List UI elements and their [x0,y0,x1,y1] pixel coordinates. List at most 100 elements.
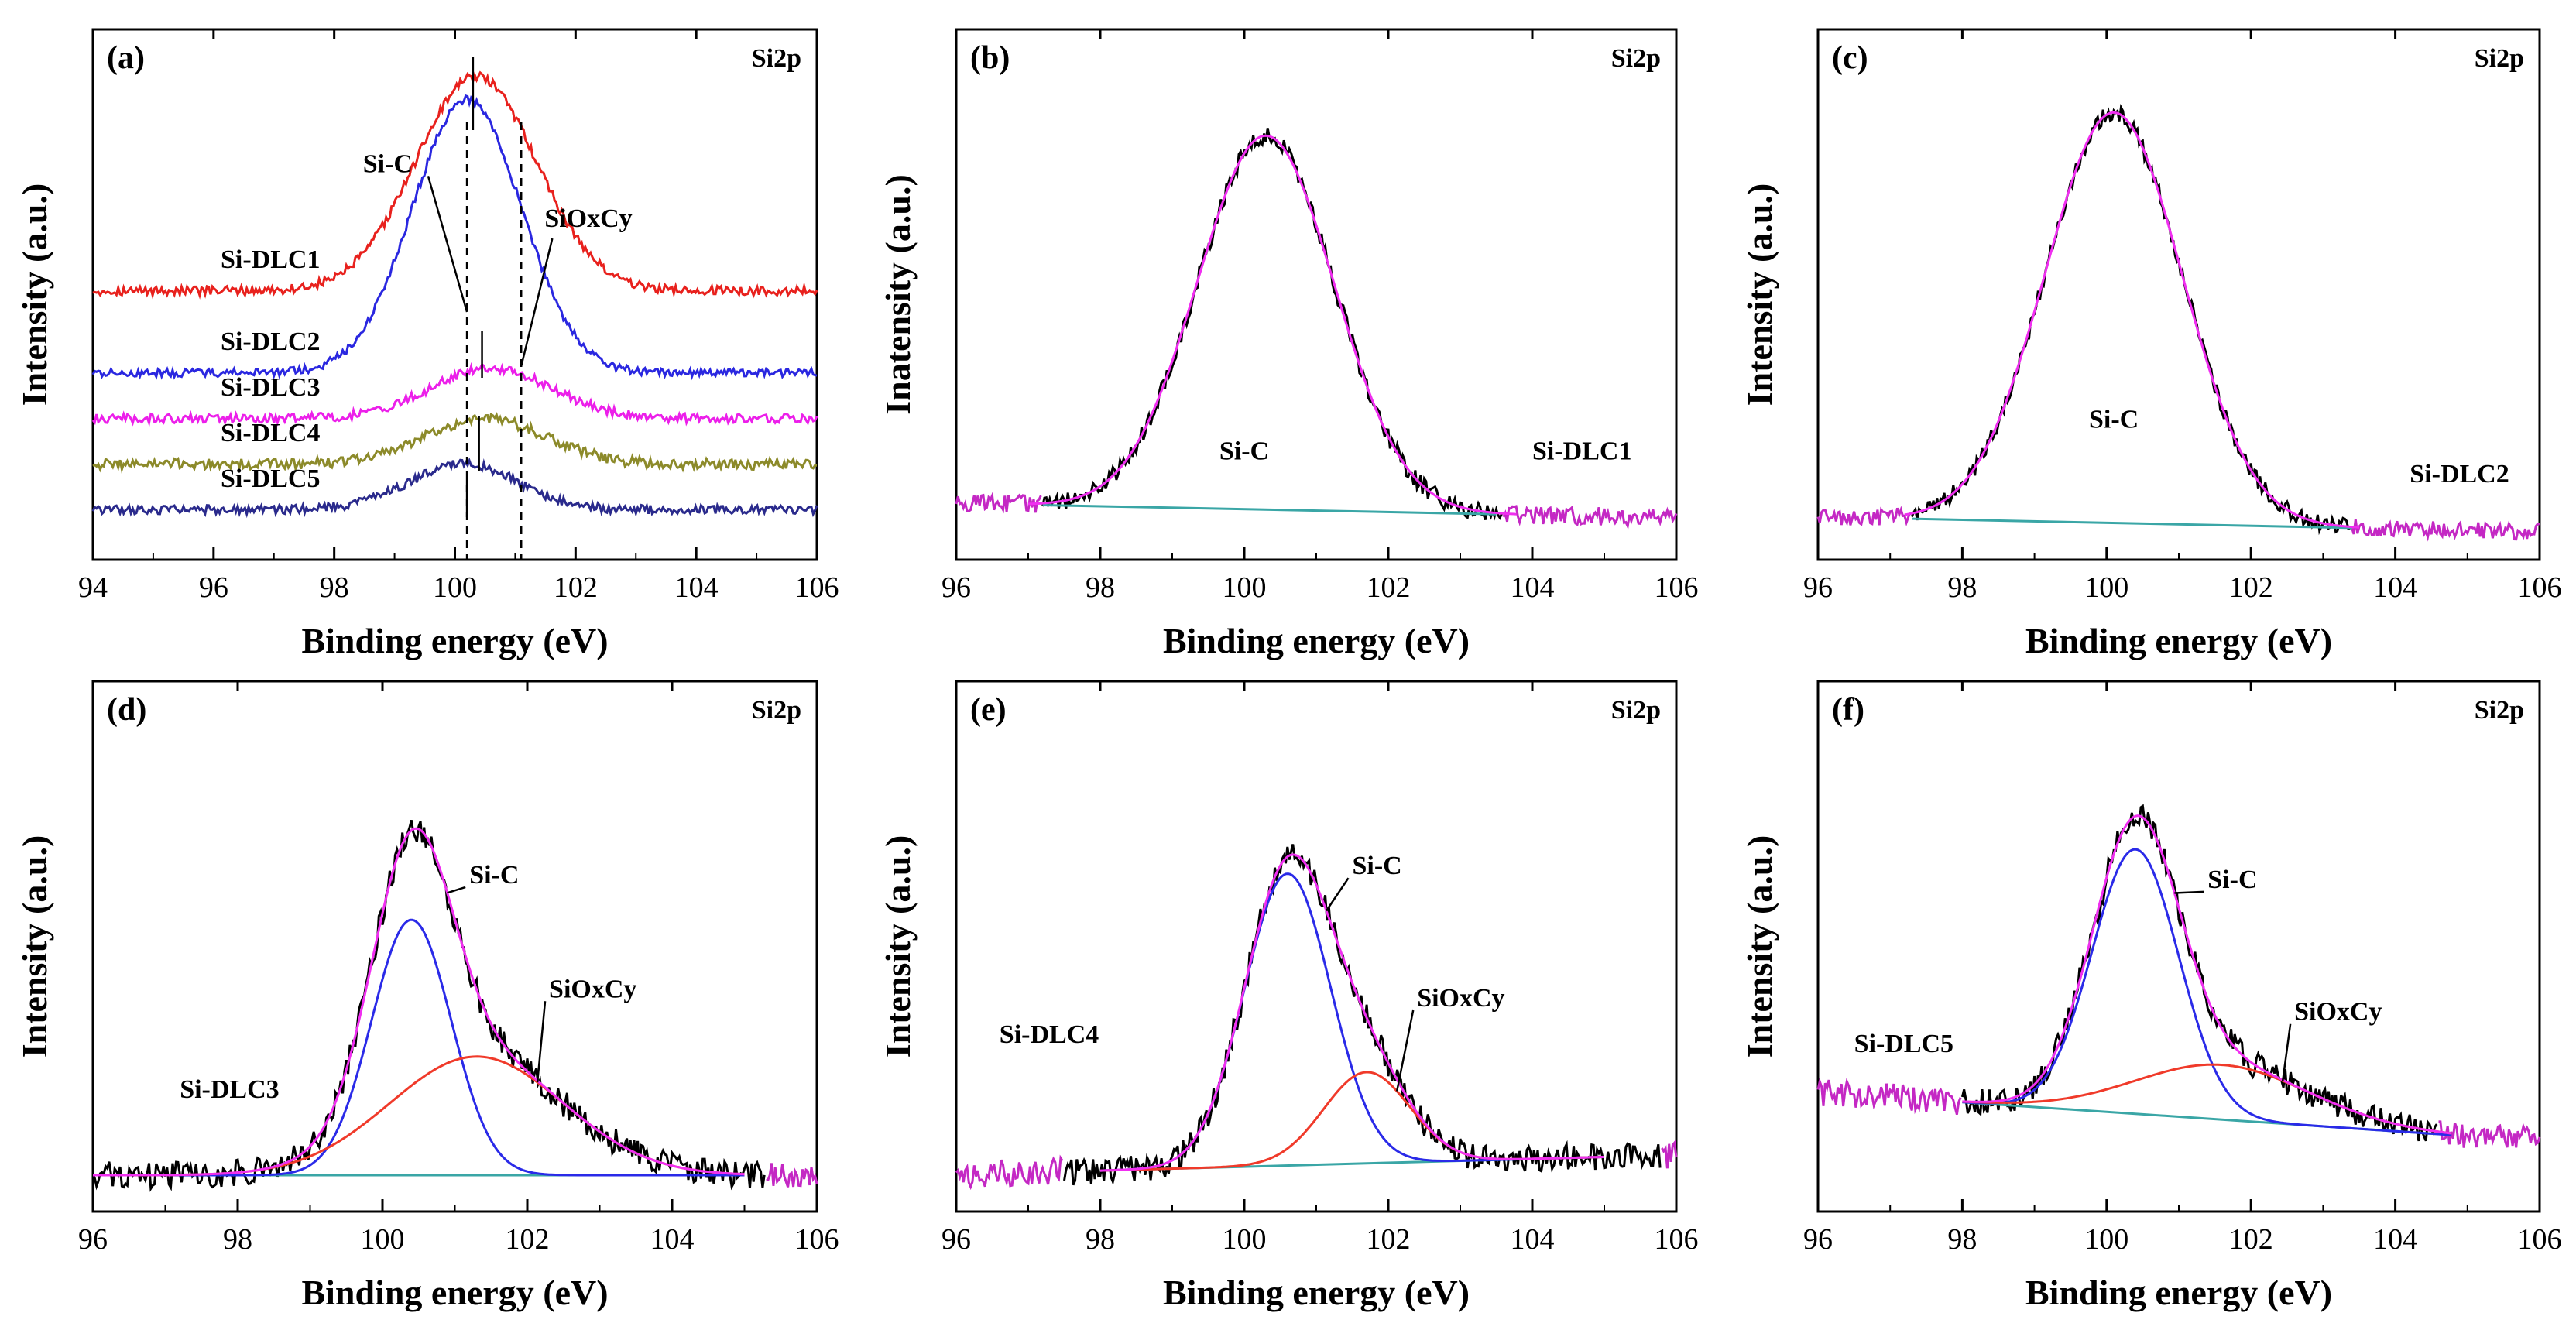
plot-frame [91,28,818,561]
raw-tail-right [2351,519,2540,542]
spectrum-label: Si2p [1611,696,1661,725]
panel-label: (e) [970,692,1007,728]
fit-component-si-c [93,918,745,1177]
plot-frame [955,680,1678,1213]
sample-label: Si-DLC3 [180,1075,279,1104]
raw-spectrum [1910,104,2351,536]
y-axis-title: Intensity (a.u.) [878,835,918,1058]
spectrum-label: Si2p [2475,696,2524,725]
series-label: Si-DLC3 [221,373,320,402]
x-tick-label: 102 [1367,1223,1411,1256]
annotation-si-c: Si-C [469,861,519,890]
x-tick-label: 96 [78,1223,108,1256]
annotation-leader [427,176,468,313]
annotation-leader [447,886,466,894]
series-label: Si-DLC5 [221,464,320,493]
x-tick-label: 104 [2373,1223,2417,1256]
spectrum-label: Si2p [2475,44,2524,73]
x-tick-label: 96 [199,571,228,604]
fit-baseline [1912,517,2352,530]
series-si-dlc4 [92,412,818,475]
series-label: Si-DLC4 [221,419,320,447]
y-axis-title: Inatensity (a.u.) [878,174,918,415]
series-si-dlc2 [91,94,818,381]
x-tick-label: 106 [795,1223,839,1256]
raw-spectrum [1063,844,1662,1186]
annotation-leader [1395,1009,1415,1092]
x-tick-label: 100 [361,1223,405,1256]
series-si-dlc3 [91,362,818,427]
x-axis-title: Binding energy (eV) [1163,1273,1470,1312]
x-tick-label: 104 [1511,1223,1555,1256]
annotation-sioxcy: SiOxCy [1417,984,1504,1013]
fit-component-si-c [1962,848,2452,1136]
fit-envelope [93,827,745,1177]
y-axis-title: Intensity (a.u.) [1740,183,1779,406]
spectrum-label: Si2p [752,44,801,73]
x-axis-title: Binding energy (eV) [1163,621,1470,660]
plot-frame [91,680,818,1213]
series-label: Si-DLC2 [221,327,320,356]
panel-label: (f) [1832,692,1864,728]
x-tick-label: 104 [2373,571,2417,604]
annotation-leader [520,238,554,367]
x-tick-label: 98 [1086,1223,1115,1256]
x-tick-label: 102 [2229,571,2273,604]
series-si-dlc5 [91,457,818,519]
panel-label: (d) [107,692,146,728]
y-axis-title: Intensity (a.u.) [15,835,54,1058]
annotation-si-c: Si-C [363,149,413,178]
x-tick-label: 104 [674,571,719,604]
x-tick-label: 94 [78,571,108,604]
panel-f: 96 98 100 102 104 106 Binding energy (eV) Inten… [1740,680,2562,1312]
x-tick-label: 96 [942,571,971,604]
raw-tail-right [1502,505,1678,530]
x-tick-label: 102 [506,1223,550,1256]
spectrum-label: Si2p [752,696,801,725]
x-tick-label: 106 [2518,1223,2562,1256]
x-tick-label: 106 [1655,571,1699,604]
x-tick-label: 102 [554,571,598,604]
annotation-si-c: Si-C [2089,405,2139,434]
x-tick-label: 106 [795,571,839,604]
raw-tail-right [766,1163,818,1188]
plot-frame [955,28,1678,561]
annotation-si-c: Si-C [2207,866,2257,894]
fit-envelope [1962,814,2452,1135]
x-tick-label: 96 [1803,571,1833,604]
x-tick-label: 104 [650,1223,695,1256]
x-tick-label: 100 [1223,571,1267,604]
raw-tail-left [1816,506,1912,527]
sample-label: Si-DLC4 [1000,1020,1099,1049]
raw-spectrum [91,819,766,1192]
x-tick-label: 98 [320,571,349,604]
x-tick-label: 98 [1947,1223,1977,1256]
sample-label: Si-DLC2 [2410,460,2509,488]
annotation-leader [1325,877,1350,912]
x-tick-label: 100 [433,571,477,604]
x-tick-label: 100 [2084,1223,2128,1256]
x-tick-label: 104 [1511,571,1555,604]
panel-a: 94 96 98 100 102 104 106 Binding energy (eV) Int… [15,28,839,660]
x-tick-label: 102 [2229,1223,2273,1256]
y-axis-title: Intensity (a.u.) [1740,835,1779,1058]
x-axis-title: Binding energy (eV) [301,1273,608,1312]
series-si-dlc1 [92,70,818,300]
raw-tail-left [955,1154,1064,1191]
x-tick-label: 106 [1655,1223,1699,1256]
spectrum-label: Si2p [1611,44,1661,73]
x-axis-title: Binding energy (eV) [2025,621,2332,660]
x-tick-label: 96 [942,1223,971,1256]
raw-tail-left [1816,1077,1962,1115]
x-tick-label: 102 [1367,571,1411,604]
panel-b: 96 98 100 102 104 106 Binding energy (eV) Inate… [878,28,1699,660]
panel-e: 96 98 100 102 104 106 Binding energy (eV) Inten… [878,680,1699,1312]
annotation-leader [2174,890,2204,894]
x-tick-label: 106 [2518,571,2562,604]
panel-label: (c) [1832,40,1868,76]
y-axis-title: Intensity (a.u.) [15,183,54,406]
fit-baseline [1042,503,1497,516]
raw-tail-right [2438,1120,2541,1148]
